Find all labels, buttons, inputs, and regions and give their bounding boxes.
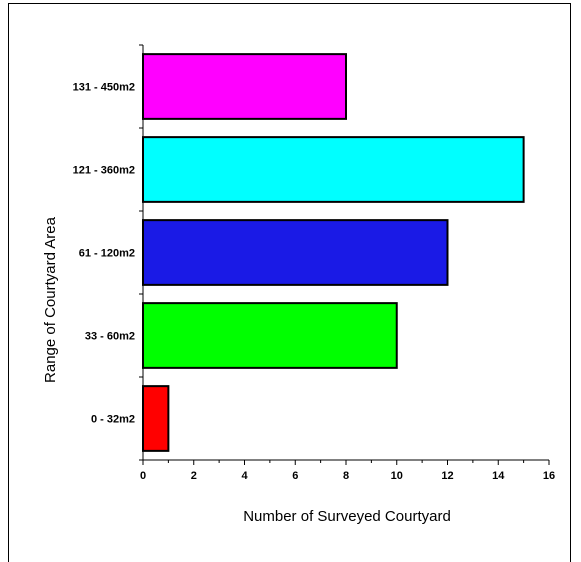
y-tick-label: 121 - 360m2 bbox=[73, 165, 135, 177]
x-tick-label: 0 bbox=[140, 470, 146, 482]
x-tick-label: 10 bbox=[391, 470, 403, 482]
y-tick-label: 33 - 60m2 bbox=[85, 331, 135, 343]
y-axis: 0 - 32m2 33 - 60m2 61 - 120m2 121 - 360m2 13… bbox=[73, 44, 144, 461]
chart-frame bbox=[8, 3, 571, 562]
x-tick-label: 16 bbox=[543, 470, 555, 482]
x-tick-label: 14 bbox=[492, 470, 505, 482]
x-axis-title: Number of Surveyed Courtyard bbox=[243, 508, 451, 525]
x-axis: 0 2 4 6 8 10 12 14 16 bbox=[140, 459, 555, 482]
bar bbox=[142, 385, 170, 452]
y-tick-label: 131 - 450m2 bbox=[73, 82, 135, 94]
y-tick-label: 61 - 120m2 bbox=[79, 248, 135, 260]
bar bbox=[142, 53, 347, 120]
y-tick-label: 0 - 32m2 bbox=[91, 414, 135, 426]
y-axis-title: Range of Courtyard Area bbox=[42, 216, 59, 383]
bar bbox=[142, 302, 398, 369]
bar bbox=[142, 219, 449, 286]
bar bbox=[142, 136, 525, 203]
x-tick-label: 8 bbox=[343, 470, 349, 482]
x-tick-label: 4 bbox=[241, 470, 248, 482]
x-tick-label: 12 bbox=[441, 470, 453, 482]
bars-group bbox=[142, 53, 525, 452]
x-tick-label: 6 bbox=[292, 470, 298, 482]
x-tick-label: 2 bbox=[191, 470, 197, 482]
